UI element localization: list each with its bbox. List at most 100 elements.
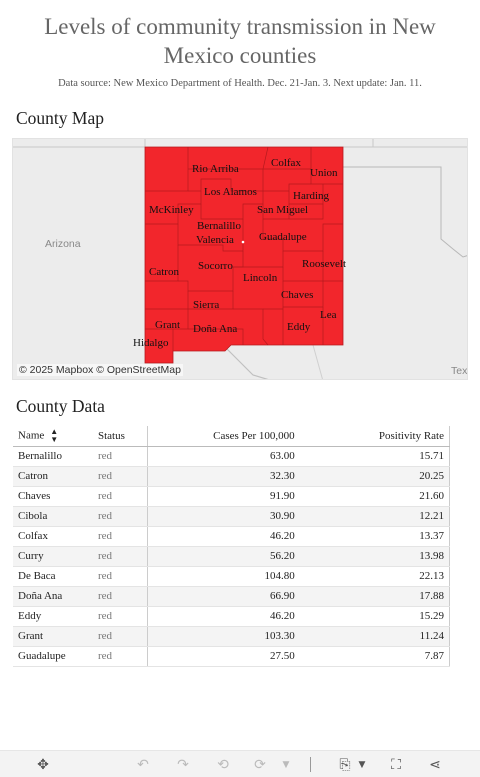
county-label[interactable]: Eddy	[287, 321, 311, 333]
county-label[interactable]: Socorro	[198, 260, 233, 272]
download-icon[interactable]: ⎘	[339, 757, 351, 773]
cell-name: De Baca	[13, 566, 93, 587]
cell-positivity: 15.71	[299, 446, 450, 467]
county-label[interactable]: Rio Arriba	[192, 163, 239, 175]
map-canvas[interactable]: Arizona Tex	[13, 139, 468, 380]
city-marker	[241, 240, 245, 244]
cell-cases: 104.80	[147, 566, 300, 587]
county-label[interactable]: Lea	[320, 309, 337, 321]
replay-icon[interactable]: ⟳	[254, 757, 266, 773]
download-dropdown-icon[interactable]: ▼	[358, 760, 366, 770]
cell-cases: 30.90	[147, 506, 300, 527]
cell-positivity: 22.13	[299, 566, 450, 587]
column-header-name[interactable]: Name ▲ ▼	[13, 426, 93, 447]
county-map[interactable]: Arizona Tex	[12, 138, 468, 380]
cell-cases: 56.20	[147, 546, 300, 567]
table-row[interactable]: Grant red 103.30 11.24	[13, 626, 450, 647]
cell-name: Eddy	[13, 606, 93, 627]
cell-status: red	[92, 546, 148, 567]
cell-name: Catron	[13, 466, 93, 487]
cell-cases: 66.90	[147, 586, 300, 607]
cell-status: red	[92, 566, 148, 587]
cell-positivity: 11.24	[299, 626, 450, 647]
map-label-texas: Tex	[451, 365, 468, 377]
table-section-title: County Data	[16, 396, 105, 416]
county-label[interactable]: Roosevelt	[302, 258, 346, 270]
cell-cases: 32.30	[147, 466, 300, 487]
county-label[interactable]: Colfax	[271, 157, 301, 169]
cell-positivity: 17.88	[299, 586, 450, 607]
cell-status: red	[92, 466, 148, 487]
county-label[interactable]: Valencia	[196, 234, 234, 246]
revert-icon[interactable]: ⟲	[217, 757, 229, 773]
table-row[interactable]: Doña Ana red 66.90 17.88	[13, 586, 450, 607]
cell-positivity: 7.87	[299, 646, 450, 667]
table-row[interactable]: Colfax red 46.20 13.37	[13, 526, 450, 547]
county-label[interactable]: Hidalgo	[133, 337, 169, 349]
cell-cases: 46.20	[147, 606, 300, 627]
cell-status: red	[92, 486, 148, 507]
cell-status: red	[92, 626, 148, 647]
cell-name: Colfax	[13, 526, 93, 547]
cell-positivity: 13.37	[299, 526, 450, 547]
cell-positivity: 21.60	[299, 486, 450, 507]
cell-status: red	[92, 506, 148, 527]
cell-status: red	[92, 646, 148, 667]
undo-icon[interactable]: ↶	[137, 757, 149, 773]
county-label[interactable]: Grant	[155, 319, 180, 331]
cell-cases: 91.90	[147, 486, 300, 507]
county-label[interactable]: Bernalillo	[197, 220, 241, 232]
county-label[interactable]: Union	[310, 167, 338, 179]
county-label[interactable]: McKinley	[149, 204, 194, 216]
table-row[interactable]: Catron red 32.30 20.25	[13, 466, 450, 487]
bottom-toolbar: ✥ ↶ ↷ ⟲ ⟳ ▼ ⎘ ▼ ⛶ ⋖	[0, 750, 480, 777]
column-header-status[interactable]: Status	[92, 426, 148, 447]
column-header-cases[interactable]: Cases Per 100,000	[147, 426, 300, 447]
table-row[interactable]: Bernalillo red 63.00 15.71	[13, 446, 450, 467]
fullscreen-icon[interactable]: ⛶	[391, 757, 401, 773]
table-row[interactable]: Guadalupe red 27.50 7.87	[13, 646, 450, 667]
cell-cases: 27.50	[147, 646, 300, 667]
cell-name: Grant	[13, 626, 93, 647]
table-row[interactable]: De Baca red 104.80 22.13	[13, 566, 450, 587]
cell-cases: 46.20	[147, 526, 300, 547]
map-label-arizona: Arizona	[45, 238, 81, 250]
cell-status: red	[92, 526, 148, 547]
county-label[interactable]: Guadalupe	[259, 231, 307, 243]
cell-name: Cibola	[13, 506, 93, 527]
county-label[interactable]: Los Alamos	[204, 186, 257, 198]
cell-name: Guadalupe	[13, 646, 93, 667]
cell-status: red	[92, 606, 148, 627]
cell-name: Curry	[13, 546, 93, 567]
table-row[interactable]: Chaves red 91.90 21.60	[13, 486, 450, 507]
table-row[interactable]: Eddy red 46.20 15.29	[13, 606, 450, 627]
cell-status: red	[92, 446, 148, 467]
chevron-down-icon[interactable]: ▼	[282, 760, 290, 770]
cell-positivity: 20.25	[299, 466, 450, 487]
county-label[interactable]: Doña Ana	[193, 323, 237, 335]
data-source-note: Data source: New Mexico Department of He…	[58, 78, 422, 89]
toolbar-divider	[310, 757, 311, 772]
cell-positivity: 15.29	[299, 606, 450, 627]
cell-name: Bernalillo	[13, 446, 93, 467]
sort-icon[interactable]: ▲ ▼	[50, 426, 59, 444]
county-label[interactable]: San Miguel	[257, 204, 308, 216]
county-label[interactable]: Harding	[293, 190, 330, 202]
cell-name: Chaves	[13, 486, 93, 507]
table-row[interactable]: Curry red 56.20 13.98	[13, 546, 450, 567]
share-icon[interactable]: ⋖	[429, 757, 441, 773]
map-section-title: County Map	[16, 108, 104, 128]
cell-status: red	[92, 586, 148, 607]
cell-cases: 63.00	[147, 446, 300, 467]
table-row[interactable]: Cibola red 30.90 12.21	[13, 506, 450, 527]
move-icon[interactable]: ✥	[37, 757, 49, 773]
map-attribution[interactable]: © 2025 Mapbox © OpenStreetMap	[17, 364, 183, 376]
county-label[interactable]: Sierra	[193, 299, 219, 311]
county-label[interactable]: Lincoln	[243, 272, 278, 284]
table-header-row: Name ▲ ▼ Status Cases Per 100,000 Positivi…	[13, 426, 450, 447]
county-label[interactable]: Catron	[149, 266, 179, 278]
county-label[interactable]: Chaves	[281, 289, 313, 301]
cell-positivity: 13.98	[299, 546, 450, 567]
column-header-positivity[interactable]: Positivity Rate	[299, 426, 450, 447]
redo-icon[interactable]: ↷	[177, 757, 189, 773]
